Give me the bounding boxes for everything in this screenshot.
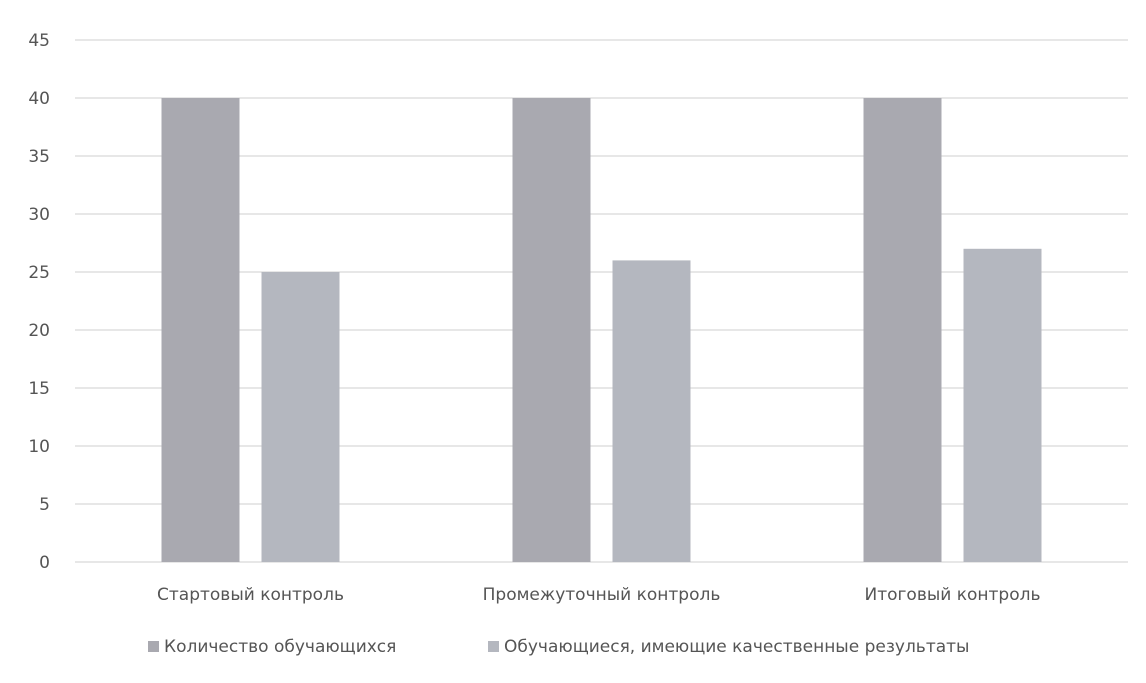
x-axis-categories: Стартовый контроль Промежуточный контроль… — [157, 585, 1040, 605]
bar-2-2 — [612, 260, 691, 562]
legend: Количество обучающихся Обучающиеся, имеющ… — [148, 637, 969, 657]
x-category-label: Промежуточный контроль — [483, 585, 721, 605]
y-tick-label: 25 — [28, 263, 50, 283]
y-tick-label: 45 — [28, 31, 50, 51]
gridlines — [75, 39, 1128, 563]
legend-swatch — [148, 641, 159, 652]
y-tick-label: 10 — [28, 437, 50, 457]
y-tick-label: 35 — [28, 147, 50, 167]
bar-1-3 — [863, 98, 942, 562]
y-tick-label: 30 — [28, 205, 50, 225]
bar-2-1 — [261, 272, 340, 562]
x-category-label: Стартовый контроль — [157, 585, 344, 605]
bars — [161, 98, 1042, 563]
y-tick-label: 5 — [39, 495, 50, 515]
legend-label: Количество обучающихся — [164, 637, 396, 657]
bar-1-2 — [512, 98, 591, 562]
y-axis-ticks: 0 5 10 15 20 25 30 35 40 45 — [28, 31, 50, 573]
bar-1-1 — [161, 98, 240, 562]
y-tick-label: 40 — [28, 89, 50, 109]
bar-2-3 — [963, 248, 1042, 563]
y-tick-label: 0 — [39, 553, 50, 573]
legend-label: Обучающиеся, имеющие качественные резуль… — [504, 637, 969, 657]
x-category-label: Итоговый контроль — [864, 585, 1040, 605]
legend-swatch — [488, 641, 499, 652]
y-tick-label: 20 — [28, 321, 50, 341]
y-tick-label: 15 — [28, 379, 50, 399]
